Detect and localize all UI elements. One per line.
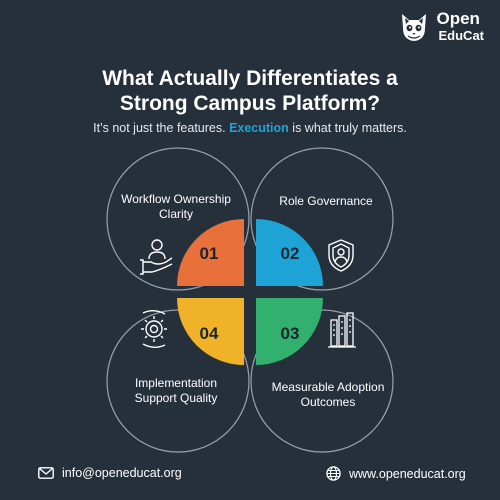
email-link[interactable]: info@openeducat.org [62,466,182,480]
shield-user-icon [328,239,354,272]
gear-icon [141,310,167,348]
card-label-04: Implementation Support Quality [106,376,246,406]
person-hand-icon [140,239,173,275]
card-number-04: 04 [199,324,219,343]
card-label-04-line1: Implementation [134,376,218,390]
brand-name-line2: EduCat [438,28,485,43]
bar-chart-icon [328,312,356,348]
card-outline-04 [106,309,250,453]
globe-icon [326,466,341,481]
brand-logo: Open EduCat [397,9,485,44]
card-label-01-line2: Clarity [158,207,193,221]
mail-icon [38,467,54,479]
title-line-2: Strong Campus Platform? [119,92,381,115]
card-label-03-line1: Measurable Adoption [271,380,385,394]
subtitle-text-end: is what truly matters. [288,121,407,135]
card-label-04-line2: Support Quality [134,391,218,405]
card-label-03: Measurable Adoption Outcomes [258,380,398,410]
card-number-02: 02 [280,244,300,263]
sector-04 [177,298,244,365]
card-outline-01 [106,147,250,291]
page-title: What Actually Differentiates a Strong Ca… [0,66,500,116]
card-label-03-line2: Outcomes [300,395,356,409]
sector-03 [256,298,323,365]
sector-02 [256,219,323,286]
website-link[interactable]: www.openeducat.org [349,466,466,481]
card-label-02: Role Governance [256,194,396,209]
title-line-1: What Actually Differentiates a [102,67,398,90]
footer-email[interactable]: info@openeducat.org [38,466,182,480]
subtitle-text-start: It’s not just the features. [93,121,230,135]
footer-website[interactable]: www.openeducat.org [326,466,466,481]
card-label-02-line1: Role Governance [279,194,373,208]
brand-name-line1: Open [436,9,480,28]
cat-logo-icon [401,14,426,41]
card-number-03: 03 [280,324,300,343]
card-label-01: Workflow Ownership Clarity [106,192,246,222]
card-outline-03 [250,309,394,453]
card-label-01-line1: Workflow Ownership [121,192,231,206]
card-outline-02 [250,147,394,291]
sector-01 [177,219,244,286]
page-subtitle: It’s not just the features. Execution is… [0,121,500,135]
subtitle-accent: Execution [229,121,289,135]
card-number-01: 01 [199,244,219,263]
